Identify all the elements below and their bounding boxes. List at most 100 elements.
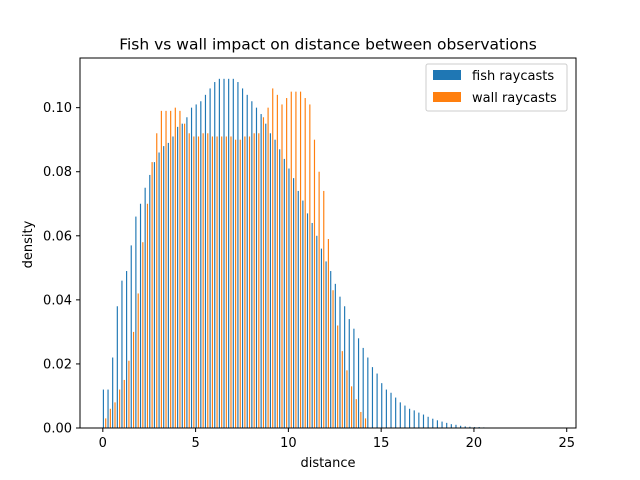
bar-fish-24 (214, 82, 216, 428)
bar-fish-55 (357, 338, 360, 428)
bar-wall-0 (105, 418, 107, 428)
bar-wall-52 (346, 370, 348, 428)
bar-fish-45 (311, 222, 313, 428)
bar-fish-66 (409, 408, 411, 428)
bar-fish-14 (167, 142, 169, 428)
bar-wall-8 (142, 242, 144, 428)
bar-fish-71 (432, 418, 434, 428)
bar-wall-11 (156, 133, 158, 428)
bar-wall-17 (184, 123, 186, 429)
bar-wall-42 (299, 91, 302, 428)
bar-fish-70 (427, 416, 429, 428)
bar-wall-46 (318, 171, 320, 428)
bar-fish-29 (237, 82, 239, 428)
bar-fish-46 (316, 235, 318, 428)
bar-fish-42 (297, 190, 299, 428)
bar-wall-37 (276, 94, 278, 428)
bar-fish-69 (422, 414, 425, 428)
bar-fish-38 (279, 149, 281, 429)
bar-wall-33 (258, 133, 260, 428)
axes-frame (79, 57, 577, 429)
legend: fish raycasts wall raycasts (425, 63, 568, 112)
bar-wall-4 (123, 379, 125, 428)
bar-wall-54 (355, 399, 357, 428)
bar-fish-4 (121, 280, 123, 428)
bar-wall-25 (221, 136, 223, 429)
y-tick-label: 0.08 (43, 165, 72, 180)
bar-fish-43 (302, 200, 304, 428)
bar-wall-47 (323, 190, 325, 428)
bar-fish-25 (218, 78, 220, 428)
bar-fish-68 (418, 412, 420, 428)
y-tick-label: 0.00 (43, 422, 72, 437)
bar-wall-43 (304, 98, 306, 428)
x-tick-label: 10 (280, 436, 297, 451)
bar-fish-28 (232, 78, 234, 428)
bar-fish-7 (135, 216, 137, 428)
bar-fish-37 (274, 139, 276, 428)
bar-fish-35 (265, 123, 267, 429)
bar-fish-1 (107, 389, 109, 428)
bar-fish-13 (163, 146, 165, 428)
bar-wall-51 (341, 351, 343, 428)
y-tick-label: 0.02 (43, 357, 72, 372)
bar-fish-65 (404, 405, 406, 428)
bar-fish-17 (181, 123, 183, 429)
bar-wall-56 (364, 418, 367, 428)
bar-wall-15 (174, 107, 176, 429)
bar-fish-74 (446, 422, 448, 428)
bar-wall-50 (337, 325, 339, 428)
bar-fish-59 (376, 373, 378, 428)
bar-fish-39 (283, 158, 285, 428)
bar-wall-22 (207, 133, 209, 428)
bar-fish-56 (362, 347, 364, 428)
bar-fish-18 (186, 117, 188, 428)
bar-wall-23 (211, 136, 213, 429)
bar-fish-5 (126, 271, 128, 428)
bar-fish-51 (339, 296, 341, 428)
bar-wall-6 (132, 331, 135, 428)
bar-fish-36 (269, 133, 271, 428)
bar-wall-2 (114, 402, 116, 428)
bar-fish-61 (385, 389, 387, 428)
bar-wall-31 (248, 136, 251, 429)
bar-wall-12 (160, 110, 162, 429)
bar-wall-55 (360, 411, 362, 428)
bar-fish-76 (455, 424, 457, 428)
bar-wall-7 (137, 293, 139, 428)
bar-fish-62 (390, 392, 392, 428)
bar-wall-13 (165, 110, 167, 429)
bar-wall-41 (295, 91, 297, 428)
bar-wall-14 (170, 110, 172, 429)
bar-fish-20 (195, 104, 197, 428)
chart-title: Fish vs wall impact on distance between … (119, 36, 537, 54)
bar-fish-10 (149, 174, 151, 428)
bar-fish-79 (469, 426, 471, 428)
bar-wall-40 (290, 91, 292, 428)
bar-fish-73 (441, 421, 443, 428)
bar-wall-1 (109, 408, 111, 428)
bar-fish-3 (116, 306, 118, 428)
bar-wall-44 (309, 104, 311, 428)
bar-fish-23 (209, 88, 211, 429)
bar-wall-30 (244, 136, 246, 429)
legend-swatch-wall (433, 92, 461, 102)
legend-label-wall: wall raycasts (472, 91, 557, 106)
bar-fish-78 (464, 426, 466, 428)
bar-fish-6 (130, 245, 132, 428)
bar-wall-35 (267, 107, 269, 429)
bar-fish-44 (306, 213, 309, 428)
bar-wall-26 (225, 136, 227, 429)
bar-wall-19 (193, 136, 195, 429)
bar-fish-72 (436, 420, 438, 428)
bar-wall-39 (286, 98, 288, 428)
y-tick-label: 0.10 (43, 101, 72, 116)
bar-wall-21 (202, 133, 204, 428)
bar-fish-12 (158, 152, 160, 428)
x-tick-label: 15 (373, 436, 390, 451)
bar-fish-31 (246, 94, 248, 428)
bar-fish-67 (413, 410, 415, 428)
bar-fish-58 (371, 367, 374, 428)
bar-wall-5 (128, 360, 130, 428)
bar-wall-53 (351, 386, 353, 428)
